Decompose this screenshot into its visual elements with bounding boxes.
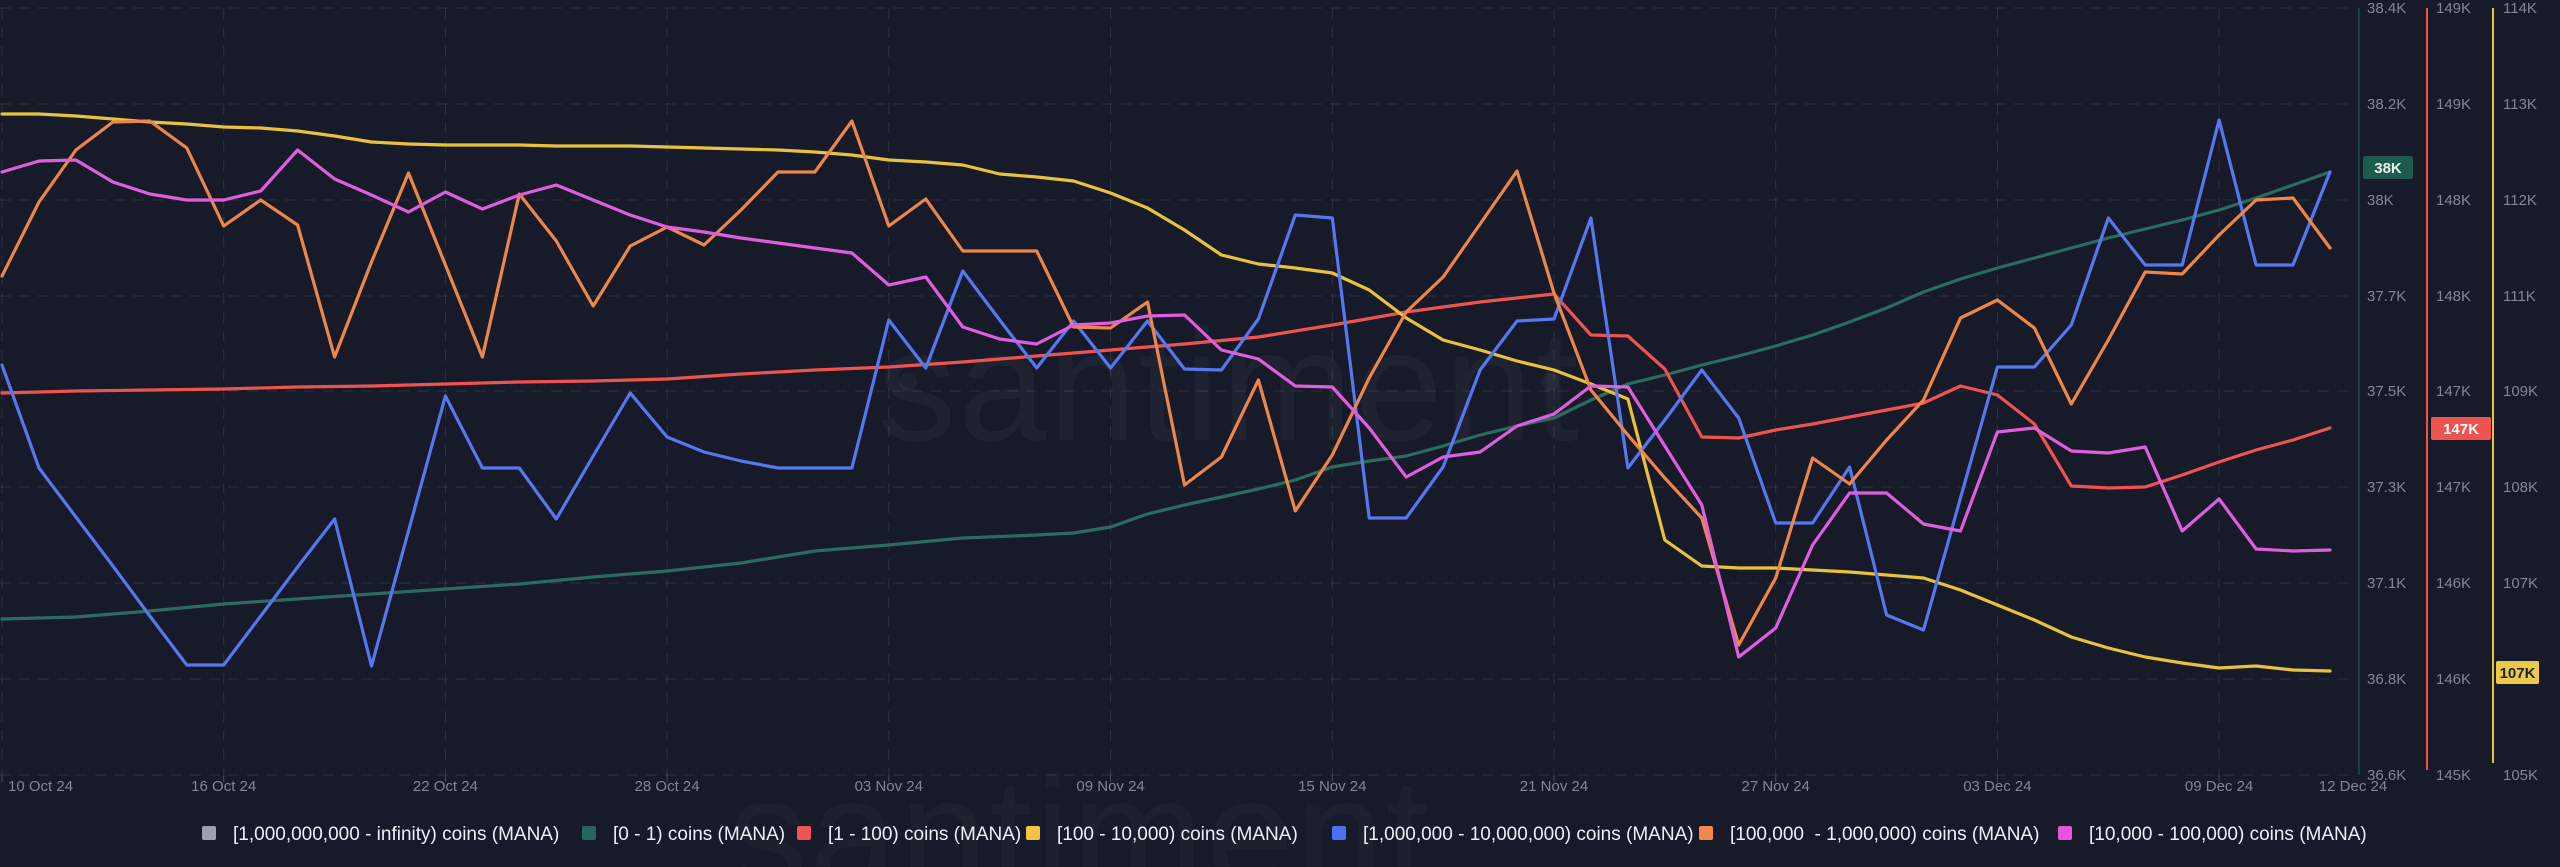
svg-text:16 Oct 24: 16 Oct 24: [191, 778, 256, 795]
svg-text:12 Dec 24: 12 Dec 24: [2319, 778, 2387, 795]
svg-text:[100 - 10,000) coins (MANA): [100 - 10,000) coins (MANA): [1057, 824, 1298, 845]
svg-text:03 Nov 24: 03 Nov 24: [855, 778, 923, 795]
svg-text:146K: 146K: [2436, 671, 2471, 688]
svg-text:109K: 109K: [2503, 383, 2538, 400]
svg-text:37.3K: 37.3K: [2367, 479, 2406, 496]
svg-text:37.5K: 37.5K: [2367, 383, 2406, 400]
svg-text:107K: 107K: [2503, 575, 2538, 592]
svg-text:09 Nov 24: 09 Nov 24: [1076, 778, 1144, 795]
svg-text:38K: 38K: [2374, 160, 2402, 177]
svg-text:[0 - 1) coins (MANA): [0 - 1) coins (MANA): [613, 824, 785, 845]
svg-text:145K: 145K: [2436, 767, 2471, 784]
svg-text:28 Oct 24: 28 Oct 24: [635, 778, 700, 795]
svg-text:09 Dec 24: 09 Dec 24: [2185, 778, 2253, 795]
svg-text:37.1K: 37.1K: [2367, 575, 2406, 592]
svg-text:38.2K: 38.2K: [2367, 96, 2406, 113]
svg-text:149K: 149K: [2436, 96, 2471, 113]
svg-text:107K: 107K: [2500, 665, 2536, 682]
svg-text:149K: 149K: [2436, 0, 2471, 17]
svg-text:114K: 114K: [2503, 0, 2537, 17]
svg-text:[100,000 - 1,000,000) coins (: [100,000 - 1,000,000) coins (MANA): [1730, 824, 2039, 845]
svg-text:[10,000 - 100,000) coins (MANA: [10,000 - 100,000) coins (MANA): [2089, 824, 2367, 845]
svg-text:36.8K: 36.8K: [2367, 671, 2406, 688]
svg-text:27 Nov 24: 27 Nov 24: [1742, 778, 1810, 795]
svg-text:[1 - 100) coins (MANA): [1 - 100) coins (MANA): [828, 824, 1021, 845]
svg-text:147K: 147K: [2436, 479, 2471, 496]
svg-text:146K: 146K: [2436, 575, 2471, 592]
svg-text:[1,000,000 - 10,000,000) coins: [1,000,000 - 10,000,000) coins (MANA): [1363, 824, 1694, 845]
svg-text:147K: 147K: [2436, 383, 2471, 400]
svg-text:38.4K: 38.4K: [2367, 0, 2406, 17]
svg-text:03 Dec 24: 03 Dec 24: [1963, 778, 2031, 795]
svg-text:[1,000,000,000 - infinity) coi: [1,000,000,000 - infinity) coins (MANA): [233, 824, 559, 845]
svg-text:113K: 113K: [2503, 96, 2537, 113]
svg-text:111K: 111K: [2503, 288, 2536, 305]
svg-text:38K: 38K: [2367, 192, 2394, 209]
svg-text:22 Oct 24: 22 Oct 24: [413, 778, 478, 795]
svg-text:37.7K: 37.7K: [2367, 288, 2406, 305]
svg-text:108K: 108K: [2503, 479, 2538, 496]
svg-text:15 Nov 24: 15 Nov 24: [1298, 778, 1366, 795]
svg-text:10 Oct 24: 10 Oct 24: [8, 778, 73, 795]
svg-text:148K: 148K: [2436, 288, 2471, 305]
svg-text:21 Nov 24: 21 Nov 24: [1520, 778, 1588, 795]
svg-text:112K: 112K: [2503, 192, 2537, 209]
svg-text:santiment: santiment: [728, 746, 1431, 867]
svg-text:147K: 147K: [2443, 421, 2479, 438]
svg-text:148K: 148K: [2436, 192, 2471, 209]
svg-text:105K: 105K: [2503, 767, 2538, 784]
svg-text:36.6K: 36.6K: [2367, 767, 2406, 784]
